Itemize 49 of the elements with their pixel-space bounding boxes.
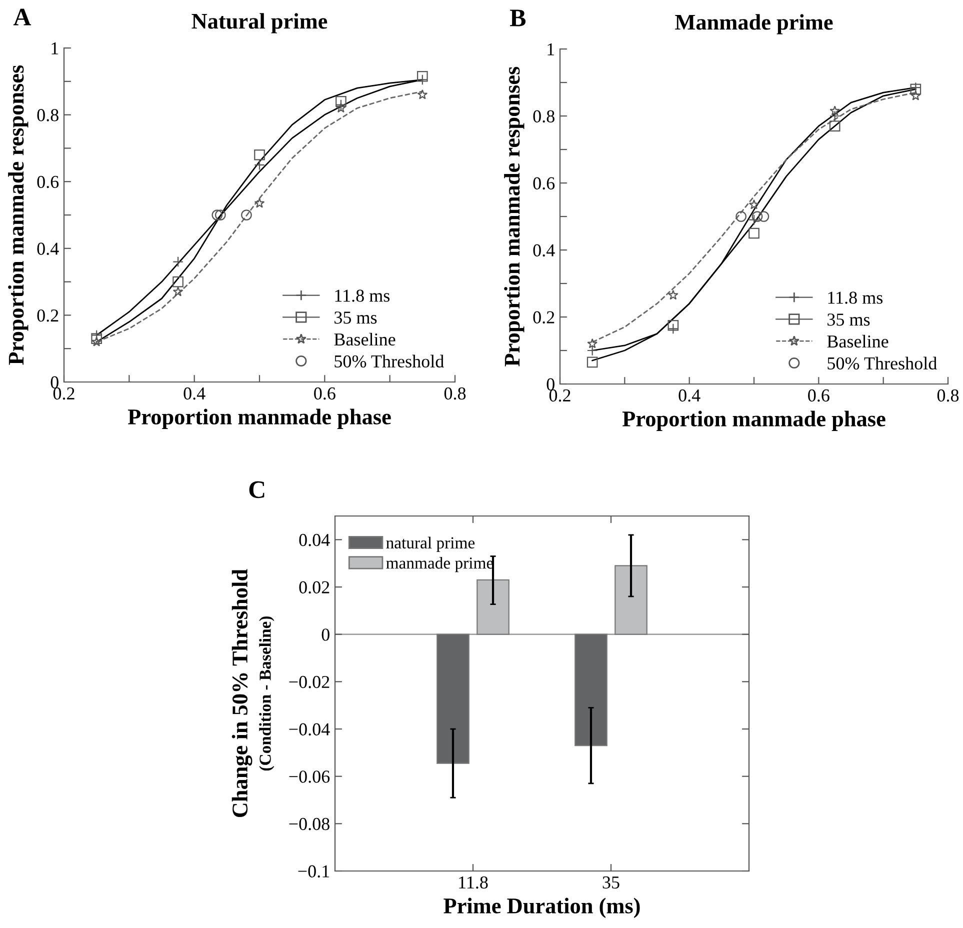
x-tick-label: 35 — [602, 876, 620, 889]
x-tick-label: 0.6 — [808, 389, 830, 402]
legend-label: 50% Threshold — [828, 356, 937, 370]
legend-label: 35 ms — [334, 312, 377, 324]
y-tick-label: 0 — [546, 378, 554, 390]
legend-label: 35 ms — [828, 314, 870, 326]
x-tick-label: 0.8 — [937, 389, 959, 402]
y-tick-label: 0.2 — [533, 311, 554, 324]
y-tick-label: −0.1 — [298, 865, 330, 878]
y-tick-label: 0.02 — [299, 581, 330, 594]
legend-label: Baseline — [827, 334, 888, 348]
y-axis-title: Proportion manmade responses — [8, 65, 28, 365]
text: (Condition - Baseline) — [259, 616, 274, 771]
chart-title: Manmade prime — [675, 14, 833, 34]
y-axis-title: Change in 50% Threshold — [232, 569, 252, 818]
y-tick-label: 0.8 — [533, 110, 554, 123]
text: C — [249, 481, 264, 498]
text: B — [510, 10, 526, 26]
y-tick-label: 0.6 — [533, 177, 555, 190]
y-axis-title: Proportion manmade responses — [504, 66, 524, 366]
y-tick-label: −0.04 — [289, 723, 330, 736]
y-tick-label: 1 — [548, 43, 554, 56]
y-tick-label: 0.6 — [37, 176, 59, 188]
legend-label: 11.8 ms — [335, 290, 390, 302]
y-tick-label: 0.4 — [533, 244, 555, 257]
x-axis-title: Proportion manmade phase — [622, 410, 886, 431]
x-tick-label: 0.4 — [184, 387, 206, 400]
x-axis-title: Proportion manmade phase — [128, 408, 391, 429]
y-tick-label: 0 — [322, 628, 330, 641]
y-tick-label: 0.4 — [37, 242, 59, 255]
legend-label: 50% Threshold — [334, 354, 444, 368]
text: A — [13, 8, 32, 26]
x-axis-title: Prime Duration (ms) — [444, 898, 640, 918]
chart-title: Natural prime — [192, 13, 328, 34]
x-tick-label: 0.4 — [678, 389, 700, 402]
y-tick-label: 0.8 — [37, 109, 58, 122]
x-tick-label: 0.8 — [444, 387, 466, 400]
y-tick-label: −0.02 — [289, 676, 330, 688]
y-tick-label: 0 — [50, 376, 58, 388]
legend-label: manmade prime — [386, 556, 494, 572]
y-tick-label: −0.06 — [289, 770, 330, 783]
y-tick-label: 0.2 — [37, 309, 58, 322]
x-tick-label: 11.8 — [459, 876, 488, 889]
y-tick-label: 1 — [52, 42, 58, 54]
y-tick-label: 0.04 — [299, 534, 330, 546]
legend-label: Baseline — [334, 332, 396, 346]
legend-label: 11.8 ms — [828, 292, 883, 304]
y-tick-label: −0.08 — [289, 818, 330, 830]
legend-label: natural prime — [386, 536, 475, 552]
